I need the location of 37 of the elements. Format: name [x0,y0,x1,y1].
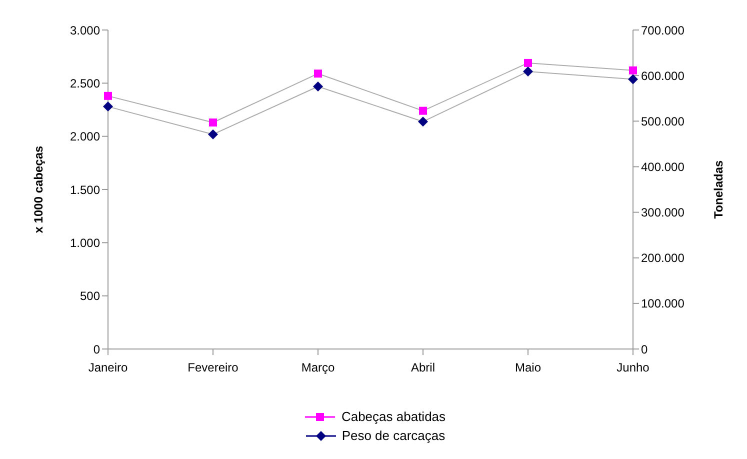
point [208,129,218,140]
x-tick-label: Maio [514,360,542,375]
point [523,66,533,76]
point [419,106,427,115]
point [313,82,323,92]
point [209,118,217,127]
y2-tick-label: 200.000 [641,251,685,266]
point [628,74,638,84]
point [104,92,112,100]
legend-label: Cabeças abatidas [341,409,446,424]
y-axis-title: x 1000 cabeças [31,145,46,234]
x-tick-label: Fevereiro [188,360,239,375]
y-tick-label: 500 [80,289,100,304]
x-tick-label: Junho [616,360,650,375]
point [314,70,322,78]
y2-tick-label: 100.000 [641,296,685,311]
x-tick-label: Março [301,360,335,375]
point [418,116,428,127]
y2-tick-label: 400.000 [641,160,685,174]
y-tick-label: 1.000 [70,236,100,250]
x-tick-label: Janeiro [88,360,128,375]
y-tick-label: 0 [93,342,100,356]
y-tick-label: 2.000 [70,130,100,144]
y2-axis-title: Toneladas [711,160,726,219]
y2-tick-label: 700.000 [641,23,685,38]
legend-label: Peso de carcaças [342,428,446,443]
y2-tick-label: 300.000 [641,206,685,220]
y-tick-label: 1.500 [70,182,100,197]
y2-tick-label: 0 [641,342,648,356]
point [103,102,113,112]
point [629,66,637,74]
y2-tick-label: 600.000 [641,68,685,83]
x-tick-label: Abril [410,360,436,375]
point [524,58,532,67]
y2-tick-label: 500.000 [641,114,685,128]
y-tick-label: 2.500 [70,76,100,90]
y-tick-label: 3.000 [70,23,100,38]
